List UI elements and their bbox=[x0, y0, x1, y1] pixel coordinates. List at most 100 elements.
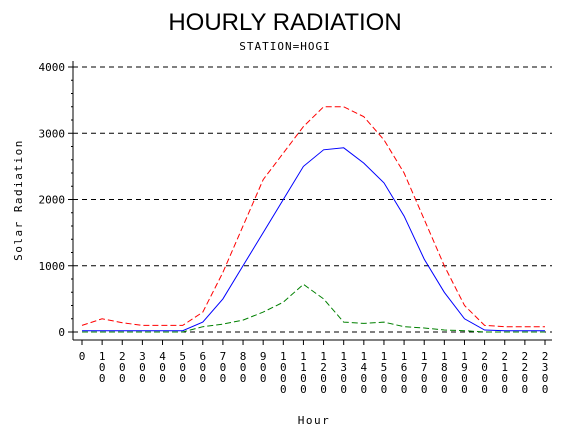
series-1-point bbox=[484, 329, 485, 330]
series-1-point bbox=[544, 330, 545, 331]
series-1-point bbox=[363, 162, 364, 163]
series-2-point bbox=[102, 331, 103, 332]
series-0-point bbox=[142, 325, 143, 326]
series-2-point bbox=[242, 319, 243, 320]
series-0-point bbox=[383, 139, 384, 140]
series-1-point bbox=[444, 292, 445, 293]
series-0-point bbox=[323, 106, 324, 107]
x-axis-label: Hour bbox=[298, 414, 331, 427]
series-0-point bbox=[222, 272, 223, 273]
series-1-point bbox=[222, 298, 223, 299]
series-0-point bbox=[343, 106, 344, 107]
series-2-point bbox=[323, 298, 324, 299]
series-2-point bbox=[122, 331, 123, 332]
series-1-point bbox=[424, 259, 425, 260]
series-2-point bbox=[142, 331, 143, 332]
series-2-point bbox=[484, 331, 485, 332]
series-2-point bbox=[524, 331, 525, 332]
series-2-point bbox=[363, 323, 364, 324]
series-2-point bbox=[283, 302, 284, 303]
series-2-point bbox=[303, 284, 304, 285]
series-2-point bbox=[81, 331, 82, 332]
y-axis-label: Solar Radiation bbox=[12, 139, 25, 261]
series-1-point bbox=[403, 215, 404, 216]
series-line-0 bbox=[81, 106, 545, 328]
series-2-point bbox=[504, 331, 505, 332]
y-tick-label: 4000 bbox=[39, 61, 66, 74]
series-line-1 bbox=[82, 147, 545, 332]
x-axis-ticks: 0 1 0 0 2 0 0 3 0 0 4 0 0 5 0 0 6 0 0 7 0 0 8 0 0 9 0 0 1 0 0 0 1 1 0 0 1 2 0 0… bbox=[79, 340, 549, 396]
series-2-point bbox=[444, 329, 445, 330]
series-1-point bbox=[202, 321, 203, 322]
series-2-point bbox=[202, 326, 203, 327]
series-1-point bbox=[323, 149, 324, 150]
y-tick-label: 2000 bbox=[39, 194, 66, 207]
series-1-point bbox=[182, 330, 183, 331]
series-2-point bbox=[544, 331, 545, 332]
series-2-point bbox=[162, 331, 163, 332]
series-0-point bbox=[242, 225, 243, 226]
series-0-point bbox=[444, 265, 445, 266]
series-2-point bbox=[263, 312, 264, 313]
series-0-point bbox=[363, 116, 364, 117]
series-lines bbox=[81, 106, 545, 333]
series-0-point bbox=[424, 219, 425, 220]
series-1-point bbox=[383, 182, 384, 183]
series-1-point bbox=[343, 147, 344, 148]
series-1-point bbox=[162, 330, 163, 331]
series-1-point bbox=[242, 265, 243, 266]
series-0-point bbox=[283, 153, 284, 154]
series-1-point bbox=[464, 318, 465, 319]
x-tick-label: 0 bbox=[79, 350, 86, 363]
series-2-point bbox=[343, 321, 344, 322]
series-line-2 bbox=[82, 283, 545, 333]
series-0-point bbox=[81, 325, 82, 326]
series-0-point bbox=[544, 326, 545, 327]
series-2-point bbox=[222, 323, 223, 324]
y-tick-label: 1000 bbox=[39, 260, 66, 273]
series-0-point bbox=[122, 322, 123, 323]
series-1-point bbox=[303, 166, 304, 167]
series-0-point bbox=[303, 126, 304, 127]
series-1-point bbox=[122, 330, 123, 331]
series-2-point bbox=[403, 326, 404, 327]
series-0-point bbox=[182, 325, 183, 326]
y-tick-label: 3000 bbox=[39, 127, 66, 140]
series-2-point bbox=[182, 331, 183, 332]
series-2-point bbox=[424, 327, 425, 328]
axes bbox=[72, 61, 552, 341]
series-0-point bbox=[102, 318, 103, 319]
gridlines bbox=[73, 66, 552, 333]
series-1-point bbox=[283, 199, 284, 200]
series-1-point bbox=[102, 330, 103, 331]
y-axis-ticks: 0 1000 2000 3000 4000 bbox=[39, 61, 73, 339]
series-1-point bbox=[81, 330, 82, 331]
series-1-point bbox=[142, 330, 143, 331]
series-1-point bbox=[263, 232, 264, 233]
series-2-point bbox=[383, 321, 384, 322]
series-0-point bbox=[263, 179, 264, 180]
chart-subtitle: STATION=HOGI bbox=[239, 40, 330, 53]
series-1-point bbox=[524, 330, 525, 331]
